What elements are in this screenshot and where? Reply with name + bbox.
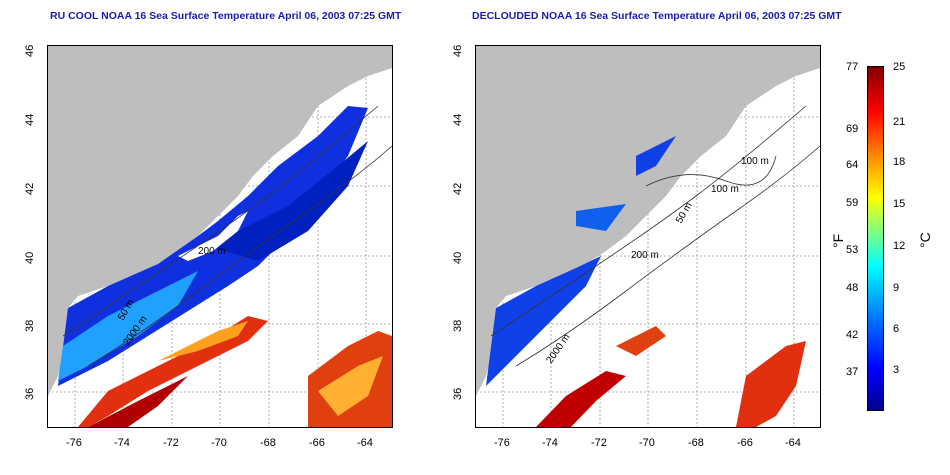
warm-water-band xyxy=(78,316,268,427)
contour-label: 200 m xyxy=(631,250,659,261)
fahrenheit-tick: 48 xyxy=(846,282,859,294)
celsius-tick: 18 xyxy=(893,156,906,168)
lon-tick: -66 xyxy=(309,437,325,449)
celsius-tick: 6 xyxy=(893,323,900,335)
depth-contour xyxy=(62,105,379,337)
celsius-tick: 12 xyxy=(893,240,906,252)
left-map-title: RU COOL NOAA 16 Sea Surface Temperature … xyxy=(50,10,402,22)
lat-tick: 40 xyxy=(452,251,464,264)
land-mass xyxy=(48,46,392,396)
celsius-tick: 3 xyxy=(893,364,900,376)
celsius-unit: °C xyxy=(917,232,933,248)
contour-label: 100 m xyxy=(711,184,739,195)
contour-label: 2000 m xyxy=(544,332,572,366)
right-sst-map: 200 m 2000 m 100 m 100 m 50 m xyxy=(475,45,821,428)
lat-tick: 46 xyxy=(452,44,464,57)
lat-tick: 40 xyxy=(24,251,36,264)
lat-tick: 44 xyxy=(452,113,464,126)
lon-tick: -70 xyxy=(639,437,655,449)
left-map-canvas: 200 m 2000 m 50 m xyxy=(48,46,392,427)
lon-tick: -74 xyxy=(542,437,558,449)
fahrenheit-tick: 37 xyxy=(846,366,859,378)
lat-tick: 42 xyxy=(452,182,464,195)
lat-tick: 44 xyxy=(24,113,36,126)
lon-tick: -70 xyxy=(211,437,227,449)
fahrenheit-tick: 77 xyxy=(846,61,859,73)
fahrenheit-tick: 59 xyxy=(846,197,859,209)
lon-tick: -64 xyxy=(357,437,373,449)
fahrenheit-tick: 69 xyxy=(846,123,859,135)
lat-tick: 36 xyxy=(24,387,36,400)
lon-tick: -72 xyxy=(591,437,607,449)
right-map-canvas: 200 m 2000 m 100 m 100 m 50 m xyxy=(476,46,820,427)
fahrenheit-tick: 53 xyxy=(846,244,859,256)
lon-tick: -72 xyxy=(163,437,179,449)
lon-tick: -68 xyxy=(260,437,276,449)
lon-tick: -66 xyxy=(737,437,753,449)
lon-tick: -64 xyxy=(785,437,801,449)
cold-water-band xyxy=(486,256,601,386)
lat-tick: 38 xyxy=(452,319,464,332)
celsius-tick: 15 xyxy=(893,198,906,210)
left-sst-map: 200 m 2000 m 50 m xyxy=(47,45,393,428)
lat-tick: 38 xyxy=(24,319,36,332)
fahrenheit-tick: 42 xyxy=(846,329,859,341)
lat-tick: 46 xyxy=(24,44,36,57)
lon-tick: -68 xyxy=(688,437,704,449)
lon-tick: -74 xyxy=(114,437,130,449)
depth-contour xyxy=(490,105,807,337)
lat-tick: 36 xyxy=(452,387,464,400)
lat-tick: 42 xyxy=(24,182,36,195)
right-map-title: DECLOUDED NOAA 16 Sea Surface Temperatur… xyxy=(472,10,842,22)
warm-water-band xyxy=(536,371,626,427)
land-mass xyxy=(476,46,820,396)
contour-label: 200 m xyxy=(198,246,226,257)
lon-tick: -76 xyxy=(494,437,510,449)
fahrenheit-tick: 64 xyxy=(846,159,859,171)
celsius-tick: 25 xyxy=(893,61,906,73)
lon-tick: -76 xyxy=(66,437,82,449)
fahrenheit-unit: °F xyxy=(830,233,846,248)
celsius-tick: 9 xyxy=(893,282,900,294)
contour-label: 50 m xyxy=(674,201,695,226)
contour-label: 100 m xyxy=(741,156,769,167)
celsius-tick: 21 xyxy=(893,116,906,128)
temperature-colorbar xyxy=(867,66,884,411)
